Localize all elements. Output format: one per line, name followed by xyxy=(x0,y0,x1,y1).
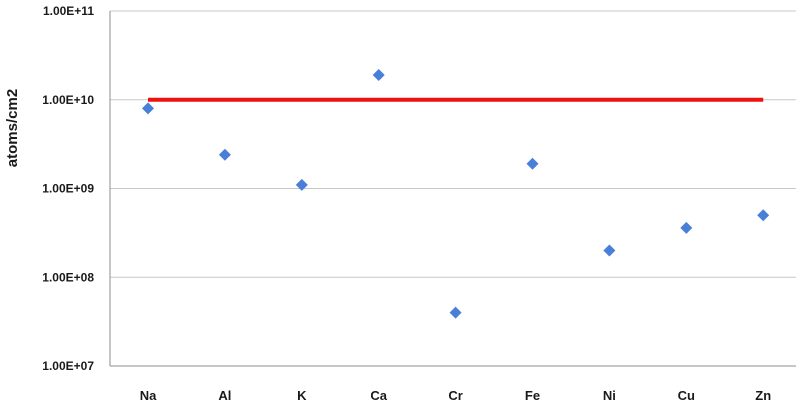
y-tick-label: 1.00E+09 xyxy=(42,182,94,196)
label-layer: atoms/cm2 1.00E+07 1.00E+08 1.00E+09 1.00E+… xyxy=(4,4,771,403)
axis-layer xyxy=(109,11,796,367)
x-tick-label: Cu xyxy=(678,388,695,403)
y-tick-label: 1.00E+11 xyxy=(43,4,94,18)
y-tick-label: 1.00E+07 xyxy=(42,359,94,373)
data-point-fe xyxy=(526,157,539,170)
y-tick-label: 1.00E+08 xyxy=(42,270,94,284)
data-point-cu xyxy=(680,221,693,234)
y-tick-label: 1.00E+10 xyxy=(42,93,94,107)
x-tick-label: Na xyxy=(140,388,157,403)
data-point-na xyxy=(142,102,154,115)
data-point-ca xyxy=(372,69,385,82)
x-tick-label: Cr xyxy=(448,388,462,403)
x-tick-label: Fe xyxy=(525,388,540,403)
x-tick-label: Zn xyxy=(755,388,771,403)
data-point-zn xyxy=(757,209,770,222)
data-point-k xyxy=(295,178,308,191)
data-point-cr xyxy=(449,306,462,319)
data-point-al xyxy=(218,148,231,161)
y-axis-title: atoms/cm2 xyxy=(4,89,21,167)
x-tick-label: Ca xyxy=(370,388,387,403)
x-tick-label: K xyxy=(297,388,307,403)
x-tick-label: Al xyxy=(218,388,231,403)
x-tick-label: Ni xyxy=(603,388,616,403)
data-point-ni xyxy=(603,244,616,257)
data-point-layer xyxy=(142,69,770,319)
